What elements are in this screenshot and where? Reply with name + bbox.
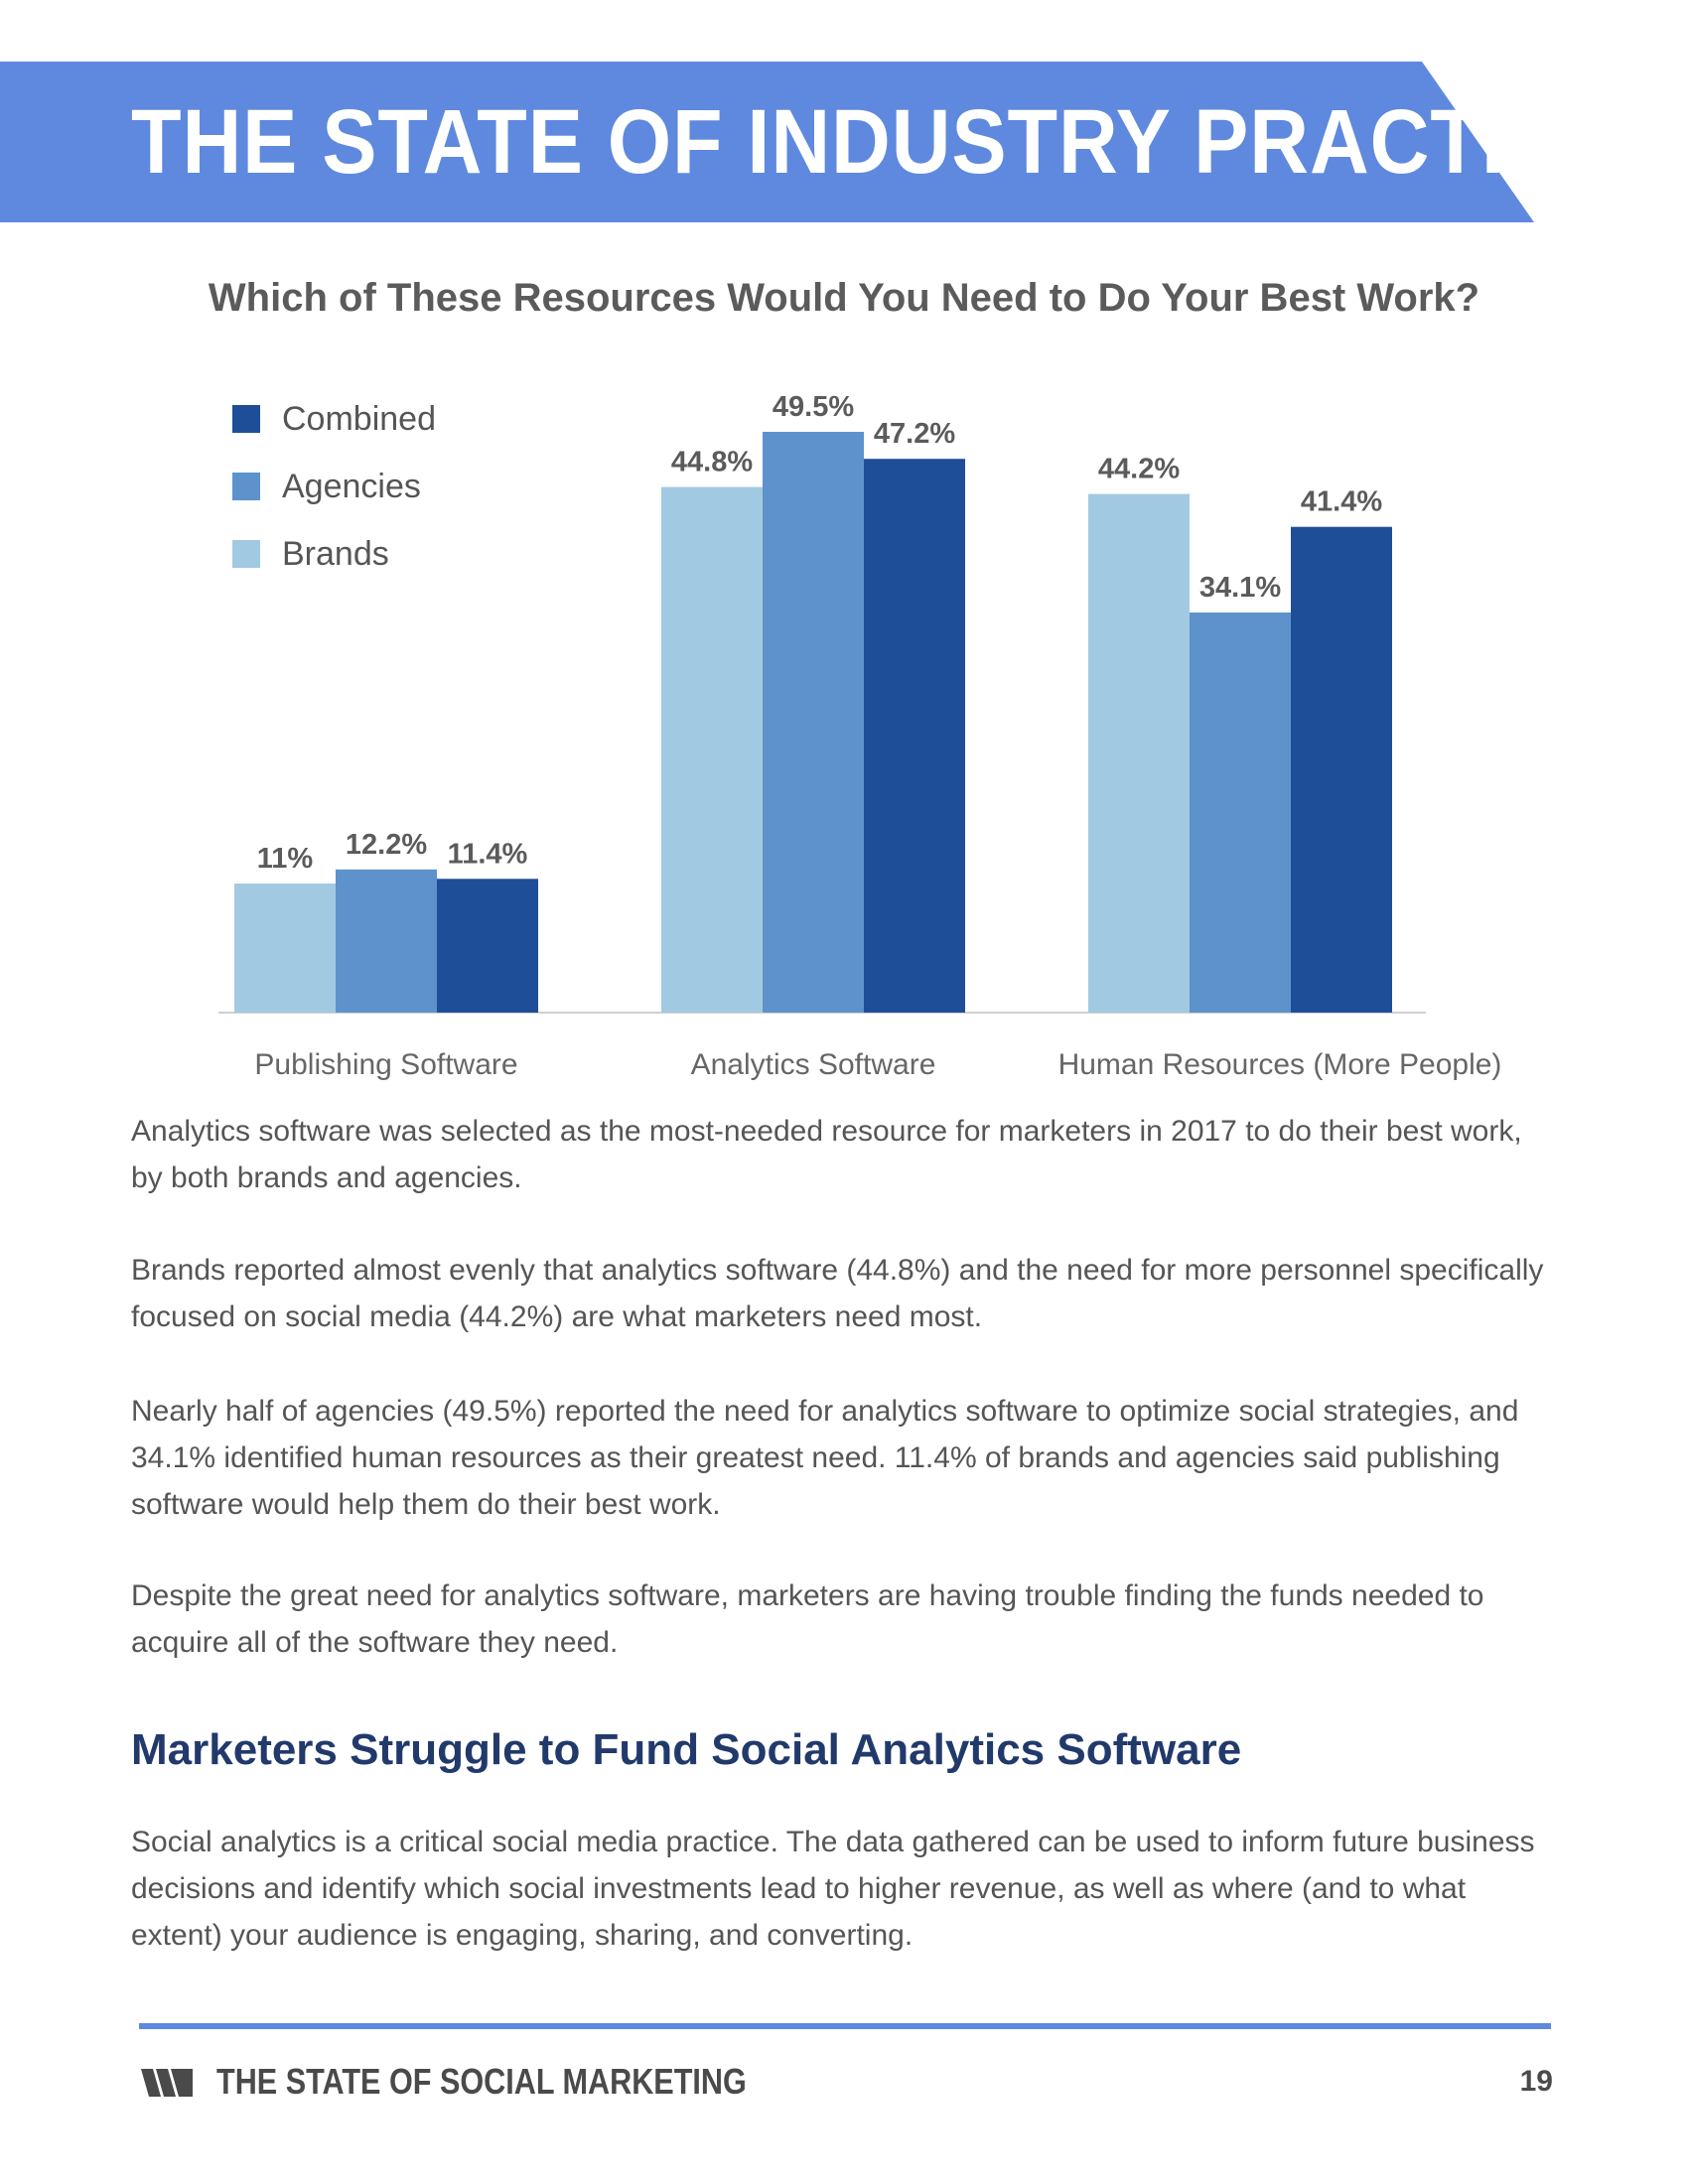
bar-brands-publishing-software <box>234 884 336 1013</box>
body-paragraph: Nearly half of agencies (49.5%) reported… <box>131 1395 1519 1521</box>
bar-agencies-human-resources-more-people <box>1190 613 1291 1013</box>
bar-combined-analytics-software <box>864 459 965 1013</box>
legend-item-brands: Brands <box>232 520 436 588</box>
page-number: 19 <box>1519 2065 1553 2098</box>
header-banner <box>0 62 1534 222</box>
data-label-agencies-publishing-software: 12.2% <box>346 829 427 861</box>
bar-agencies-publishing-software <box>336 869 437 1013</box>
data-label-agencies-analytics-software: 49.5% <box>773 391 854 423</box>
data-label-brands-human-resources-more-people: 44.2% <box>1098 454 1180 485</box>
legend-swatch-combined <box>232 405 260 433</box>
bar-brands-analytics-software <box>661 486 763 1014</box>
legend-label-brands: Brands <box>282 534 389 573</box>
chart-title: Which of These Resources Would You Need … <box>208 276 1480 320</box>
legend-item-agencies: Agencies <box>232 453 436 520</box>
section-heading: Marketers Struggle to Fund Social Analyt… <box>131 1725 1242 1774</box>
legend-label-agencies: Agencies <box>282 467 421 505</box>
bar-combined-human-resources-more-people <box>1291 526 1392 1013</box>
x-tick-label-publishing-software: Publishing Software <box>254 1048 517 1081</box>
body-paragraph: Brands reported almost evenly that analy… <box>131 1254 1544 1333</box>
x-tick-label-human-resources-more-people: Human Resources (More People) <box>1058 1048 1502 1081</box>
sprout-social-logo-icon <box>141 2069 193 2097</box>
page-title: THE STATE OF INDUSTRY PRACTICES <box>131 91 1677 193</box>
footer-divider <box>139 2023 1551 2029</box>
section-paragraph: Social analytics is a critical social me… <box>131 1826 1535 1952</box>
data-label-brands-analytics-software: 44.8% <box>671 447 753 478</box>
footer-title: THE STATE OF SOCIAL MARKETING <box>216 2061 747 2102</box>
legend-label-combined: Combined <box>282 399 436 438</box>
chart-legend: Combined Agencies Brands <box>232 385 436 588</box>
data-label-combined-analytics-software: 47.2% <box>874 418 955 450</box>
data-label-combined-publishing-software: 11.4% <box>448 838 528 870</box>
bar-chart: 11% 12.2% 11.4% Publishing Software 44.8% 49.… <box>218 391 1502 1081</box>
body-paragraph: Despite the great need for analytics sof… <box>131 1579 1484 1659</box>
bar-combined-publishing-software <box>437 879 538 1013</box>
bar-brands-human-resources-more-people <box>1088 493 1190 1013</box>
legend-swatch-brands <box>232 540 260 568</box>
data-label-combined-human-resources-more-people: 41.4% <box>1301 486 1382 518</box>
bar-agencies-analytics-software <box>763 432 864 1013</box>
data-label-agencies-human-resources-more-people: 34.1% <box>1199 572 1281 604</box>
data-label-brands-publishing-software: 11% <box>257 843 314 875</box>
legend-item-combined: Combined <box>232 385 436 453</box>
x-tick-label-analytics-software: Analytics Software <box>691 1048 936 1081</box>
legend-swatch-agencies <box>232 473 260 500</box>
body-paragraph: Analytics software was selected as the m… <box>131 1115 1522 1194</box>
